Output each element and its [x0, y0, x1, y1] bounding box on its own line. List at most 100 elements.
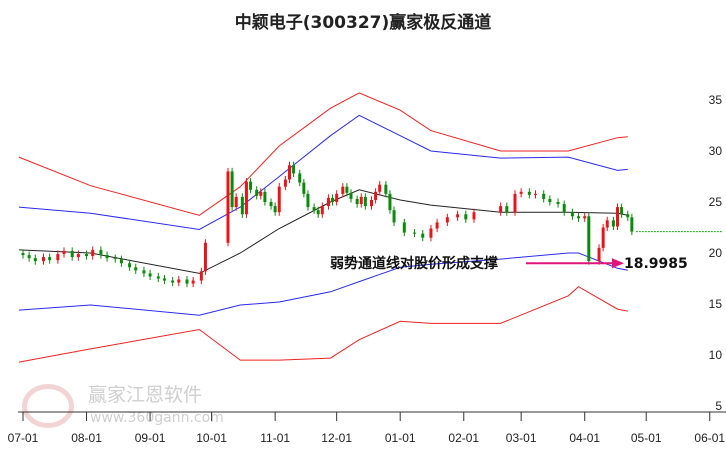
- candle-body: [76, 254, 80, 258]
- y-tick-label: 35: [709, 93, 723, 107]
- y-tick-label: 10: [709, 348, 723, 362]
- candle-body: [269, 202, 273, 207]
- channel-line-lower-band: [18, 286, 628, 363]
- candle-body: [306, 193, 310, 208]
- candle-body: [445, 217, 449, 223]
- candle-body: [505, 206, 509, 213]
- candle-body: [148, 273, 152, 277]
- candle-body: [345, 186, 349, 193]
- candle-body: [244, 181, 248, 215]
- candle-body: [620, 207, 624, 215]
- y-tick-label: 20: [709, 246, 723, 260]
- candle-body: [156, 276, 160, 279]
- candle-body: [562, 204, 566, 213]
- candle-body: [331, 197, 335, 202]
- y-tick-label: 5: [715, 399, 722, 413]
- candle-body: [70, 250, 74, 258]
- candle-body: [162, 278, 166, 281]
- x-tick-label: 03-01: [506, 431, 537, 445]
- candle-body: [355, 198, 359, 205]
- candle-body: [388, 193, 392, 211]
- x-tick-label: 05-01: [631, 431, 662, 445]
- candle-body: [392, 210, 396, 223]
- candle-body: [341, 186, 345, 194]
- candle-body: [519, 191, 523, 194]
- candle-body: [142, 270, 146, 274]
- candle-body: [273, 206, 277, 213]
- candle-body: [601, 227, 605, 248]
- x-tick-label: 07-01: [8, 431, 39, 445]
- candle-body: [320, 206, 324, 215]
- candle-body: [429, 228, 433, 238]
- candle-body: [259, 191, 263, 196]
- candle-body: [312, 207, 316, 211]
- x-tick-label: 06-01: [694, 431, 725, 445]
- candle-body: [534, 193, 537, 195]
- candle-body: [527, 191, 531, 195]
- candle-body: [556, 202, 560, 205]
- y-tick-label: 30: [709, 144, 723, 158]
- candle-body: [359, 196, 363, 205]
- candle-body: [316, 210, 320, 215]
- candle-body: [630, 217, 634, 232]
- candle-body: [191, 280, 195, 284]
- x-tick-label: 12-01: [321, 431, 352, 445]
- candle-body: [234, 196, 238, 208]
- candle-body: [464, 214, 468, 220]
- x-tick-label: 09-01: [135, 431, 166, 445]
- candle-body: [513, 193, 517, 213]
- channel-line-middle: [18, 189, 628, 274]
- candle-body: [363, 196, 367, 207]
- candle-body: [548, 198, 552, 202]
- candle-body: [542, 193, 546, 199]
- candle-body: [570, 212, 574, 217]
- candle-body: [113, 258, 117, 260]
- candle-body: [577, 216, 581, 219]
- y-tick-label: 25: [709, 195, 723, 209]
- candle-body: [177, 279, 181, 283]
- candle-body: [203, 242, 207, 272]
- candle-body: [199, 271, 203, 281]
- watermark-brand: 赢家江恩软件: [88, 384, 203, 406]
- candle-body: [349, 192, 353, 199]
- candle-body: [374, 191, 378, 200]
- candle-body: [249, 181, 253, 190]
- candle-body: [119, 259, 123, 264]
- channel-line-lower-inner: [18, 252, 628, 316]
- chart-title: 中颖电子(300327)赢家极反通道: [234, 13, 492, 33]
- candle-body: [85, 254, 89, 257]
- candle-body: [605, 220, 609, 228]
- candle-body: [128, 263, 132, 268]
- candle-body: [185, 279, 189, 284]
- support-value-label: 18.9985: [624, 256, 688, 272]
- channel-line-upper-band: [18, 92, 628, 216]
- candle-body: [288, 165, 291, 180]
- candle-body: [91, 249, 95, 257]
- candle-body: [472, 212, 476, 220]
- candle-body: [456, 214, 460, 218]
- candle-body: [33, 258, 37, 262]
- candle-body: [134, 267, 138, 271]
- candle-body: [62, 250, 66, 255]
- candle-body: [413, 232, 417, 234]
- watermark-url: www.360gann.com: [90, 410, 224, 426]
- candle-body: [283, 179, 287, 187]
- candle-body: [42, 257, 45, 262]
- channel-line-upper-inner: [18, 114, 628, 231]
- candle-body: [277, 186, 281, 213]
- x-tick-label: 11-01: [260, 431, 290, 445]
- candle-body: [326, 197, 330, 207]
- candle-body: [226, 171, 230, 243]
- candle-body: [421, 233, 425, 238]
- candle-body: [171, 280, 175, 283]
- candle-body: [384, 184, 388, 194]
- x-tick-label: 04-01: [569, 431, 600, 445]
- candle-body: [105, 255, 109, 259]
- candle-body: [435, 222, 439, 229]
- annotation-text: 弱势通道线对股价形成支撑: [330, 255, 498, 272]
- candle-body: [255, 189, 259, 196]
- x-tick-label: 01-01: [385, 431, 416, 445]
- candle-body: [56, 254, 60, 261]
- candle-body: [587, 216, 591, 262]
- candle-body: [335, 193, 339, 202]
